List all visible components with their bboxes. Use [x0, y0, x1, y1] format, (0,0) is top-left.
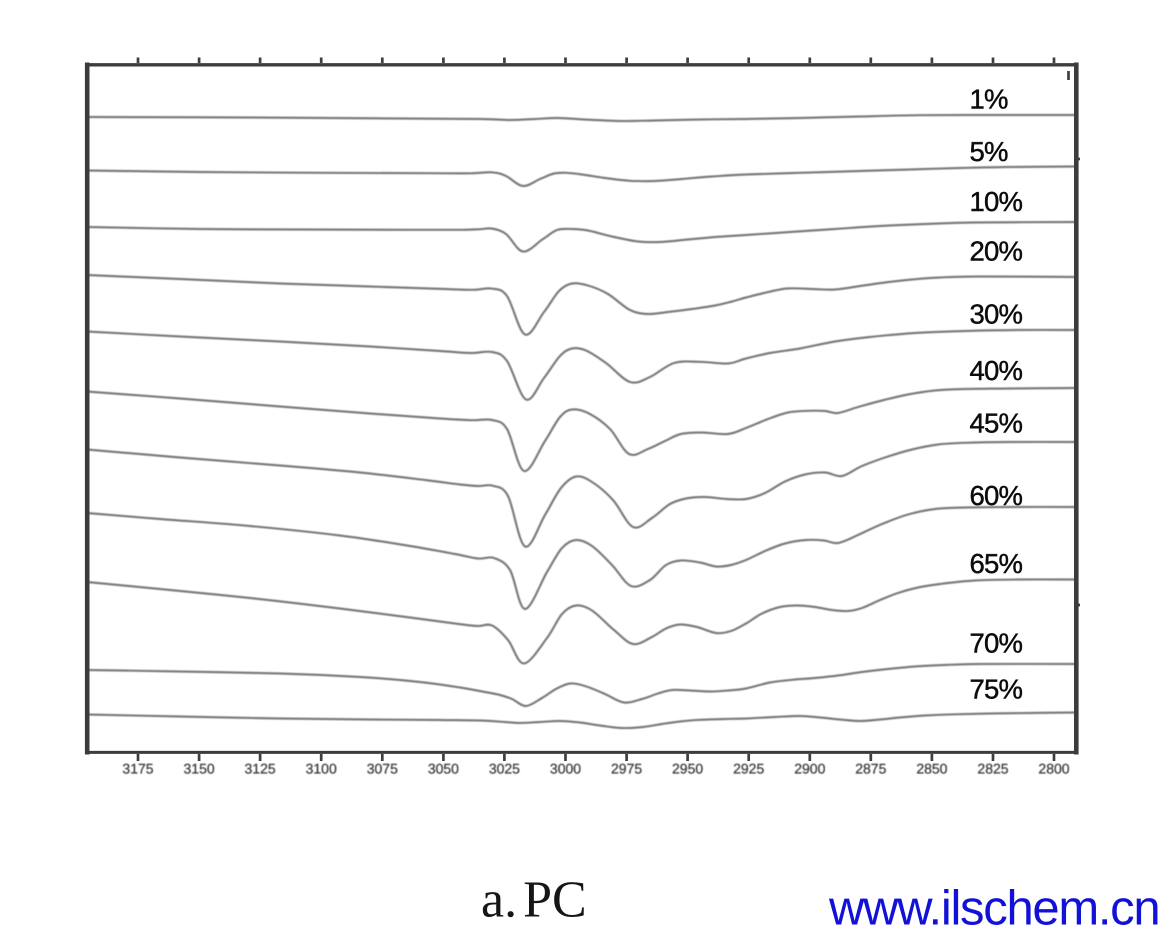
svg-text:75%: 75% — [970, 674, 1023, 705]
svg-text:70%: 70% — [970, 628, 1023, 659]
svg-text:3050: 3050 — [428, 761, 459, 777]
svg-text:2850: 2850 — [916, 761, 947, 777]
svg-text:60%: 60% — [970, 480, 1023, 511]
svg-text:3175: 3175 — [122, 761, 153, 777]
svg-text:3025: 3025 — [489, 761, 520, 777]
svg-text:2950: 2950 — [672, 761, 703, 777]
svg-text:www.ilschem.cn: www.ilschem.cn — [828, 882, 1159, 936]
svg-text:3075: 3075 — [367, 761, 398, 777]
svg-text:5%: 5% — [970, 136, 1008, 167]
svg-text:2800: 2800 — [1038, 761, 1069, 777]
svg-text:2825: 2825 — [977, 761, 1008, 777]
svg-text:2975: 2975 — [611, 761, 642, 777]
svg-text:2925: 2925 — [733, 761, 764, 777]
svg-text:40%: 40% — [970, 355, 1023, 386]
svg-text:2900: 2900 — [794, 761, 825, 777]
svg-text:20%: 20% — [970, 236, 1023, 267]
svg-text:3125: 3125 — [245, 761, 276, 777]
svg-text:3150: 3150 — [184, 761, 215, 777]
svg-text:1%: 1% — [970, 84, 1008, 115]
svg-text:3100: 3100 — [306, 761, 337, 777]
svg-text:30%: 30% — [970, 299, 1023, 330]
svg-text:10%: 10% — [970, 186, 1023, 217]
svg-text:45%: 45% — [970, 407, 1023, 438]
svg-text:a. PC: a. PC — [481, 872, 587, 929]
svg-text:65%: 65% — [970, 548, 1023, 579]
svg-text:2875: 2875 — [855, 761, 886, 777]
svg-text:3000: 3000 — [550, 761, 581, 777]
